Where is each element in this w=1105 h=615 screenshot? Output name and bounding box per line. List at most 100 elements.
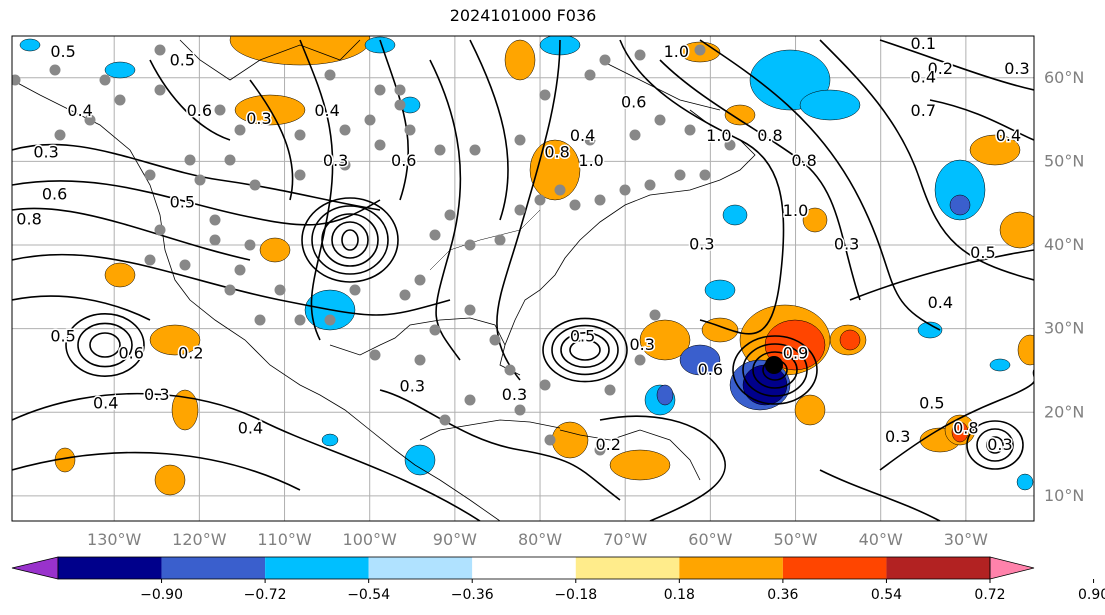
- station-dot: [349, 284, 361, 296]
- station-dot: [569, 199, 581, 211]
- station-dot: [594, 444, 606, 456]
- shaded-region: [259, 237, 291, 263]
- contour-line: [12, 253, 451, 316]
- station-dot: [514, 204, 526, 216]
- contour-label: 0.5: [170, 193, 195, 212]
- contour-line: [619, 39, 785, 335]
- colorbar-tick-label: −0.90: [140, 587, 183, 603]
- station-dot: [514, 404, 526, 416]
- longitude-label: 70°W: [603, 530, 647, 549]
- contour-ring: [89, 332, 121, 358]
- shaded-region: [656, 384, 674, 406]
- station-dot: [114, 94, 126, 106]
- contour-line: [299, 39, 334, 341]
- contour-label: 1.0: [664, 42, 689, 61]
- shaded-region: [1016, 473, 1034, 491]
- station-dot: [12, 74, 21, 86]
- station-dot: [339, 124, 351, 136]
- contour-label: 0.2: [595, 435, 620, 454]
- station-dot: [254, 314, 266, 326]
- shaded-region: [149, 324, 201, 356]
- contour-ring: [341, 229, 359, 251]
- station-dot: [504, 364, 516, 376]
- shaded-region: [704, 279, 736, 301]
- contour-line: [12, 295, 151, 321]
- contour-line: [819, 39, 1034, 281]
- station-dot: [464, 304, 476, 316]
- map-frame: [11, 35, 1035, 522]
- contour-label: 0.3: [323, 151, 348, 170]
- contour-label: 0.4: [911, 67, 936, 86]
- longitude-label: 60°W: [688, 530, 732, 549]
- latitude-label: 40°N: [1044, 235, 1084, 254]
- shaded-region: [639, 319, 691, 361]
- coastline: [504, 109, 756, 346]
- station-dot: [394, 84, 406, 96]
- station-dot: [464, 239, 476, 251]
- station-dot: [514, 134, 526, 146]
- station-dot: [144, 169, 156, 181]
- shaded-region: [969, 134, 1021, 166]
- station-dot: [49, 64, 61, 76]
- contour-label: 0.1: [911, 34, 936, 53]
- station-dot: [554, 184, 566, 196]
- contour-ring: [560, 331, 610, 368]
- station-dot: [534, 194, 546, 206]
- contour-ring: [742, 343, 808, 397]
- contour-line: [929, 99, 1034, 141]
- colorbar-outline: [57, 556, 991, 580]
- station-dot: [364, 114, 376, 126]
- figure-title: 2024101000 F036: [449, 6, 597, 25]
- contour-label: 0.5: [170, 51, 195, 70]
- coastline: [599, 59, 721, 111]
- state-border: [429, 249, 451, 271]
- contour-lines: [12, 39, 1034, 521]
- colorbar-segment: [265, 557, 369, 579]
- shaded-region: [104, 262, 136, 288]
- contour-label: 0.3: [834, 235, 859, 254]
- shaded-region: [917, 321, 943, 339]
- station-dot: [684, 124, 696, 136]
- coastlines: [12, 39, 756, 521]
- colorbar-tick-label: 0.72: [974, 587, 1005, 603]
- colorbar-segment: [161, 557, 266, 579]
- station-dot: [249, 179, 261, 191]
- colorbar-segment: [679, 557, 783, 579]
- contour-label: 0.4: [314, 101, 339, 120]
- contour-line: [12, 207, 251, 261]
- station-dot: [444, 209, 456, 221]
- contour-label: 0.3: [502, 385, 527, 404]
- contour-label: 0.5: [919, 393, 944, 412]
- contour-label: 0.3: [885, 427, 910, 446]
- colorbar-segment: [368, 557, 473, 579]
- station-dot: [429, 229, 441, 241]
- contour-label: 0.9: [783, 343, 808, 362]
- contour-label: 1.0: [578, 151, 603, 170]
- station-dot: [294, 129, 306, 141]
- contour-ring: [986, 436, 1004, 454]
- colorbar-segment: [782, 557, 887, 579]
- contour-label: 0.5: [970, 243, 995, 262]
- contour-line: [249, 79, 294, 201]
- colorbar-tick-label: 0.90: [1078, 587, 1105, 603]
- station-dot: [724, 139, 736, 151]
- contour-label: 0.8: [757, 126, 782, 145]
- station-dot: [434, 144, 446, 156]
- contour-label: 0.4: [570, 126, 595, 145]
- shaded-region: [679, 344, 721, 376]
- station-dot: [654, 114, 666, 126]
- contour-ring: [311, 205, 389, 275]
- station-dot: [234, 124, 246, 136]
- shaded-region: [794, 394, 826, 426]
- contour-ring: [732, 335, 818, 405]
- coastline: [12, 79, 501, 521]
- contour-label: 0.6: [42, 184, 67, 203]
- shaded-region: [154, 464, 186, 496]
- station-dot: [324, 69, 336, 81]
- longitude-label: 90°W: [433, 530, 477, 549]
- colorbar-tick-label: 0.54: [871, 587, 902, 603]
- shaded-region: [609, 449, 671, 481]
- station-dot: [294, 314, 306, 326]
- contour-label: 0.5: [50, 42, 75, 61]
